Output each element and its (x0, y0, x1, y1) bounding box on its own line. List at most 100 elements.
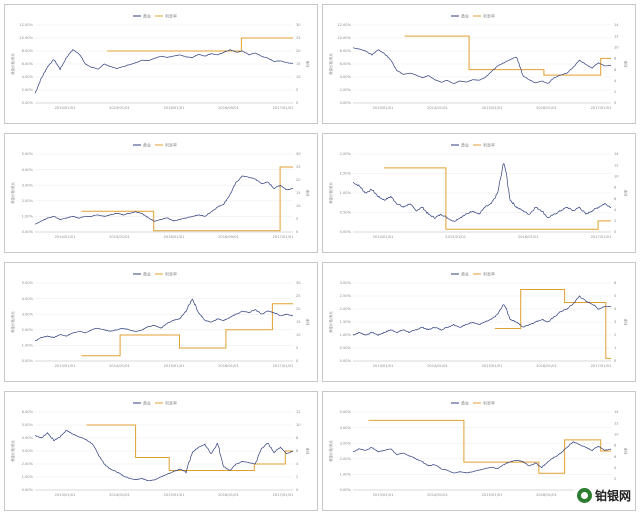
x-tick-label: 2016/01/01 (164, 235, 185, 239)
x-tick-label: 2014/01/01 (109, 493, 130, 497)
y-right-tick-label: 12 (296, 410, 301, 414)
legend-label-rate: 利息率 (483, 399, 495, 405)
y-left-tick-label: 4.00% (22, 168, 34, 172)
series-price-line (34, 429, 294, 482)
series-rate-line (494, 289, 611, 359)
y-left-tick-label: 4.00% (340, 426, 352, 430)
y-right-tick-label: 30 (296, 281, 301, 285)
y-right-tick-label: 5 (296, 88, 298, 92)
watermark: 铂银网 (573, 486, 634, 505)
x-tick-label: 2017/01/01 (273, 493, 294, 497)
series-price-line (34, 175, 294, 225)
y-left-tick-label: 8.00% (340, 49, 352, 53)
series-price-line (352, 441, 612, 474)
y-right-axis-label: 利率 (623, 189, 628, 196)
y-left-tick-label: 5.00% (340, 410, 352, 414)
x-tick-label: 2017/01/01 (273, 106, 294, 110)
series-rate-line (81, 166, 293, 232)
series-price-line (352, 47, 612, 84)
y-right-tick-label: 8 (614, 444, 617, 448)
y-right-tick-label: 12 (614, 421, 619, 425)
y-right-tick-label: 0 (296, 488, 299, 492)
y-right-tick-label: 2 (614, 90, 616, 94)
y-left-tick-label: 1.00% (22, 475, 34, 479)
y-right-tick-label: 6 (614, 197, 617, 201)
y-right-tick-label: 2 (614, 219, 616, 223)
y-left-tick-label: 5.00% (22, 281, 34, 285)
watermark-text: 铂银网 (594, 489, 631, 503)
y-right-tick-label: 14 (614, 410, 619, 414)
y-right-tick-label: 3 (614, 320, 616, 324)
y-left-tick-label: 2.00% (340, 307, 352, 311)
series-rate-line (107, 37, 293, 52)
y-left-tick-label: 1.00% (340, 333, 352, 337)
legend-label-price: 黄金 (461, 141, 469, 147)
y-right-tick-label: 30 (296, 152, 301, 156)
x-tick-label: 2015/01/01 (482, 106, 503, 110)
y-right-tick-label: 0 (614, 101, 617, 105)
y-right-axis-label: 利率 (623, 60, 628, 67)
x-tick-label: 2016/01/01 (218, 493, 239, 497)
y-left-tick-label: 4.00% (22, 75, 34, 79)
x-tick-label: 2017/01/01 (591, 364, 612, 368)
y-right-tick-label: 6 (614, 281, 617, 285)
legend-label-rate: 利息率 (483, 141, 495, 147)
y-left-axis-label: 黄金价格/美元 (328, 440, 333, 462)
y-left-tick-label: 0.00% (340, 359, 352, 363)
y-left-axis-label: 黄金价格/美元 (10, 440, 15, 462)
legend-label-price: 黄金 (461, 399, 469, 405)
series-rate-line (384, 167, 611, 230)
y-left-axis-label: 黄金价格/美元 (328, 311, 333, 333)
chart-svg-1: 黄金 利息率 0.00% 2.00% 4.00% 6.00% 8.00% 10.00% 12.0… (10, 12, 310, 110)
y-left-tick-label: 0.00% (22, 488, 34, 492)
x-tick-label: 2016/09/01 (218, 106, 239, 110)
y-left-tick-label: 2.00% (340, 88, 352, 92)
y-right-tick-label: 20 (296, 307, 301, 311)
chart-panel-1: 黄金 利息率 0.00% 2.00% 4.00% 6.00% 8.00% 10.00% 12.0… (4, 4, 318, 124)
y-left-tick-label: 4.00% (340, 75, 352, 79)
y-right-tick-label: 10 (614, 174, 619, 178)
legend: 黄金 利息率 (451, 141, 495, 147)
brand-logo-icon (576, 488, 592, 503)
y-left-tick-label: 3.00% (22, 312, 34, 316)
y-left-tick-label: 2.00% (340, 152, 352, 156)
y-right-tick-label: 4 (614, 466, 617, 470)
y-left-tick-label: 5.00% (22, 423, 34, 427)
y-left-tick-label: 4.00% (22, 297, 34, 301)
y-right-tick-label: 20 (296, 178, 301, 182)
y-left-tick-label: 12.00% (19, 23, 33, 27)
y-right-tick-label: 6 (614, 68, 617, 72)
y-right-tick-label: 2 (296, 475, 298, 479)
y-right-tick-label: 0 (296, 101, 299, 105)
x-tick-label: 2015/01/01 (164, 364, 185, 368)
x-tick-label: 2015/01/01 (482, 493, 503, 497)
y-left-tick-label: 1.00% (22, 215, 34, 219)
series-rate-line (81, 303, 293, 357)
x-tick-label: 2016/09/01 (218, 235, 239, 239)
y-right-tick-label: 10 (296, 423, 301, 427)
y-left-tick-label: 0.50% (340, 211, 352, 215)
y-right-tick-label: 0 (614, 359, 617, 363)
y-left-tick-label: 0.00% (340, 230, 352, 234)
y-right-tick-label: 25 (296, 165, 301, 169)
chart-svg-5: 黄金 利息率 0.00% 1.00% 2.00% 3.00% 4.00% 5.00% 0 5 10 1… (10, 270, 310, 368)
y-left-tick-label: 12.00% (337, 23, 351, 27)
x-tick-label: 2017/01/01 (273, 235, 294, 239)
y-right-tick-label: 4 (614, 307, 617, 311)
chart-panel-5: 黄金 利息率 0.00% 1.00% 2.00% 3.00% 4.00% 5.00% 0 5 10 1… (4, 262, 318, 382)
series-rate-line (368, 419, 611, 474)
x-tick-label: 2016/01/01 (536, 493, 557, 497)
chart-svg-7: 黄金 利息率 0.00% 1.00% 2.00% 3.00% 4.00% 5.00% 6.00%… (10, 399, 310, 497)
chart-svg-8: 黄金利息率0.00%1.00%2.00%3.00%4.00%5.00%02468… (328, 399, 628, 497)
y-right-tick-label: 2 (614, 477, 616, 481)
y-right-tick-label: 6 (614, 455, 617, 459)
legend: 黄金 利息率 (133, 399, 177, 405)
chart-panel-6: 黄金 利息率 0.00% 0.50% 1.00% 1.50% 2.00% 2.50% 3.00%… (322, 262, 636, 382)
y-left-tick-label: 5.00% (22, 152, 34, 156)
y-left-tick-label: 2.00% (340, 457, 352, 461)
y-right-tick-label: 0 (614, 230, 617, 234)
x-tick-label: 2013/01/01 (55, 364, 76, 368)
y-right-tick-label: 1 (614, 346, 616, 350)
y-left-tick-label: 1.00% (340, 191, 352, 195)
legend-label-price: 黄金 (143, 399, 151, 405)
